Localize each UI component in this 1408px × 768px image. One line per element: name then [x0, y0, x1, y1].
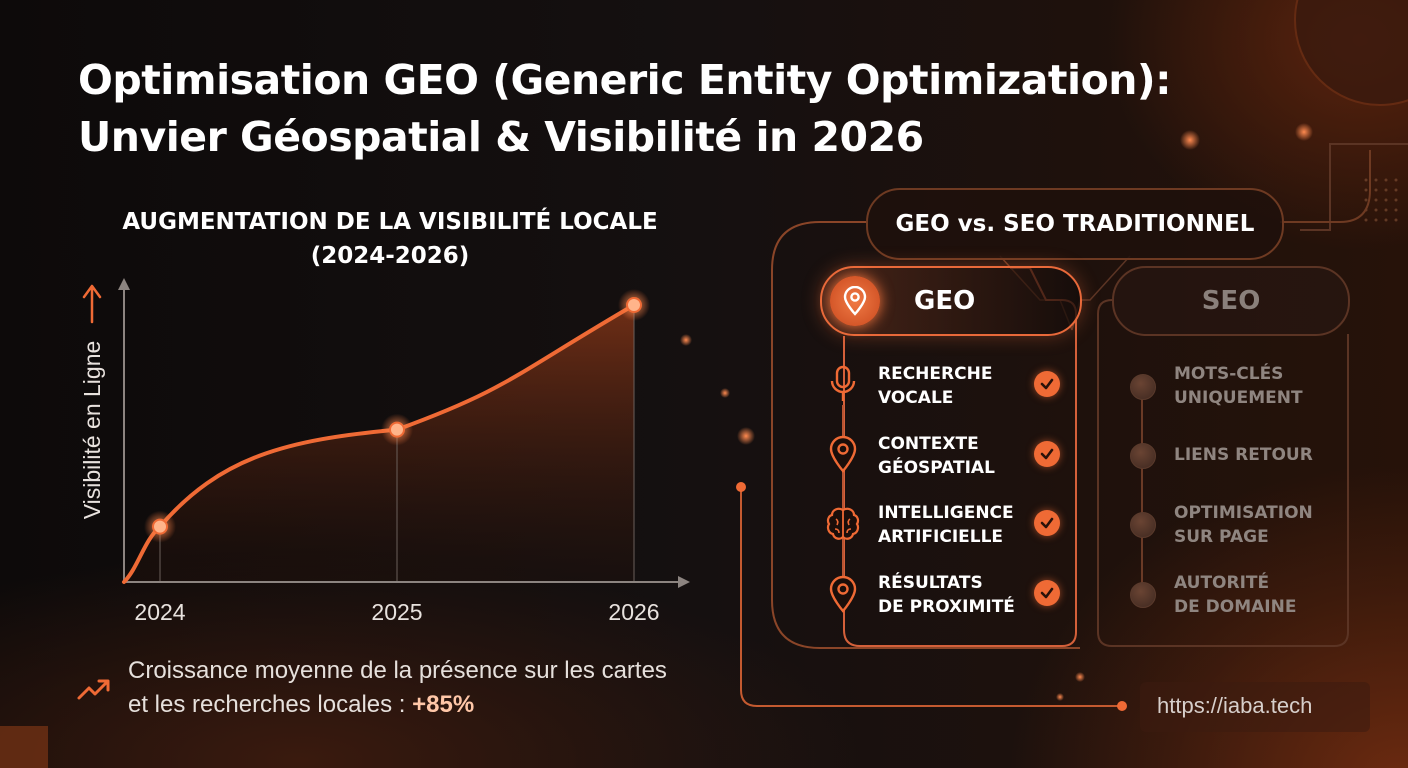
check-icon	[1034, 580, 1060, 606]
seo-label: SEO	[1201, 286, 1261, 316]
visibility-chart: 2024 2025 2026 Visibilité en Ligne	[79, 278, 690, 625]
check-icon	[1034, 510, 1060, 536]
y-axis-arrow-icon	[118, 278, 130, 290]
seo-item-label: MOTS-CLÉS UNIQUEMENT	[1174, 364, 1303, 408]
chart-title: AUGMENTATION DE LA VISIBILITÉ LOCALE (20…	[100, 205, 680, 273]
seo-item: OPTIMISATION SUR PAGE	[1174, 501, 1313, 549]
seo-item: MOTS-CLÉS UNIQUEMENT	[1174, 362, 1303, 410]
brain-icon	[826, 507, 860, 540]
seo-item: AUTORITÉ DE DOMAINE	[1174, 571, 1296, 619]
data-point	[152, 518, 168, 535]
x-tick-label: 2024	[134, 599, 185, 625]
geo-item-label: RECHERCHE VOCALE	[878, 364, 993, 408]
growth-note-highlight: +85%	[412, 691, 475, 718]
check-icon	[1034, 371, 1060, 397]
location-pin-icon	[830, 276, 880, 326]
geo-item: INTELLIGENCE ARTIFICIELLE	[878, 501, 1014, 549]
chart-title-line-1: AUGMENTATION DE LA VISIBILITÉ LOCALE	[122, 209, 658, 235]
seo-item-label: OPTIMISATION SUR PAGE	[1174, 503, 1313, 547]
y-axis-label: Visibilité en Ligne	[79, 341, 105, 520]
trending-up-icon	[77, 679, 110, 700]
geo-item-label: CONTEXTE GÉOSPATIAL	[878, 434, 995, 478]
microphone-icon	[830, 365, 856, 401]
location-pin-icon	[829, 435, 857, 473]
geo-item: RECHERCHE VOCALE	[878, 362, 992, 410]
x-tick-label: 2026	[608, 599, 659, 625]
arrow-up-icon	[82, 284, 102, 324]
title-line-2: Unvier Géospatial & Visibilité in 2026	[78, 113, 924, 161]
geo-item: RÉSULTATS DE PROXIMITÉ	[878, 571, 1015, 619]
bullet-dot	[1130, 582, 1156, 608]
check-icon	[1034, 441, 1060, 467]
growth-note-text: Croissance moyenne de la présence sur le…	[128, 657, 667, 718]
chart-area-fill	[124, 305, 634, 582]
seo-item: LIENS RETOUR	[1174, 443, 1313, 467]
seo-item-label: AUTORITÉ DE DOMAINE	[1174, 573, 1297, 617]
page-title: Optimisation GEO (Generic Entity Optimiz…	[78, 52, 1172, 166]
title-line-1: Optimisation GEO (Generic Entity Optimiz…	[78, 56, 1172, 104]
geo-label: GEO	[914, 286, 976, 316]
location-pin-icon	[829, 575, 857, 613]
seo-header: SEO	[1112, 266, 1350, 336]
seo-item-label: LIENS RETOUR	[1174, 445, 1313, 465]
data-point	[389, 421, 405, 438]
bullet-dot	[1130, 443, 1156, 469]
data-point	[626, 297, 642, 313]
geo-header: GEO	[820, 266, 1082, 336]
geo-item-label: INTELLIGENCE ARTIFICIELLE	[878, 503, 1014, 547]
x-tick-label: 2025	[371, 599, 422, 625]
bullet-dot	[1130, 512, 1156, 538]
geo-item: CONTEXTE GÉOSPATIAL	[878, 432, 995, 480]
bullet-dot	[1130, 374, 1156, 400]
geo-item-label: RÉSULTATS DE PROXIMITÉ	[878, 573, 1015, 617]
website-link[interactable]: https://iaba.tech	[1157, 693, 1313, 718]
x-axis-arrow-icon	[678, 576, 690, 588]
growth-note: Croissance moyenne de la présence sur le…	[128, 654, 688, 722]
comparison-title: GEO vs. SEO TRADITIONNEL	[866, 188, 1284, 260]
chart-title-line-2: (2024-2026)	[310, 243, 470, 269]
